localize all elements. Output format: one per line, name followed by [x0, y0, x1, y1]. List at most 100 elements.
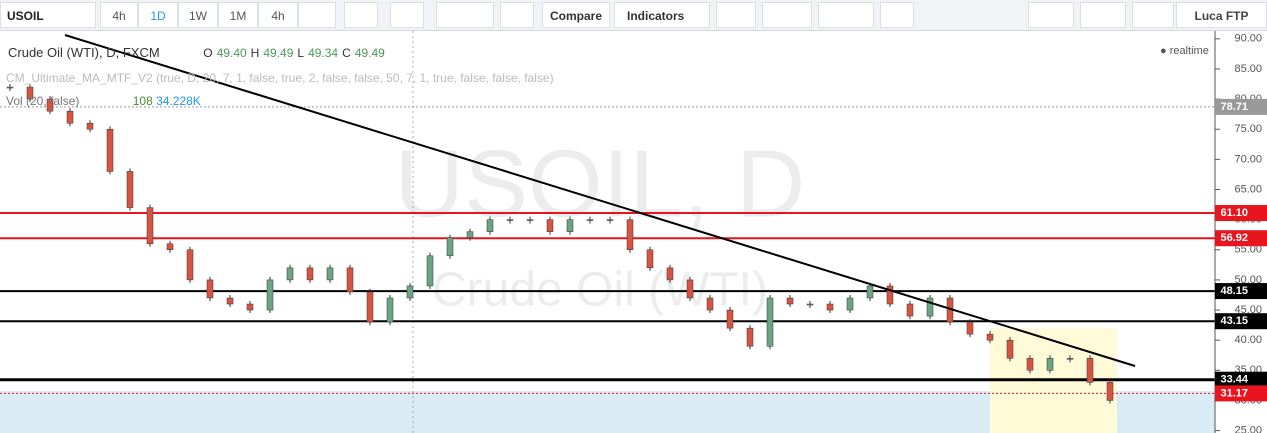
candle	[506, 219, 514, 221]
candle	[926, 297, 934, 317]
interval[interactable]: 1M	[218, 2, 258, 28]
candle	[486, 219, 494, 232]
candle	[726, 309, 734, 329]
ohlc-value: 49.49	[354, 46, 385, 60]
status: ● realtime	[1160, 45, 1209, 57]
user[interactable]: Luca FTP	[1176, 2, 1267, 28]
settings-icon[interactable]	[500, 2, 534, 28]
candle	[866, 285, 874, 299]
level-label-bg	[1215, 205, 1267, 222]
compare[interactable]: Compare	[542, 2, 610, 28]
watermark: USOIL, D	[395, 130, 806, 237]
candle	[1106, 382, 1114, 401]
candle	[346, 267, 354, 293]
candle	[566, 219, 574, 232]
candle	[646, 249, 654, 269]
level-label: 61.10	[1220, 207, 1248, 219]
candle	[666, 267, 674, 281]
undo-redo[interactable]	[818, 2, 874, 28]
y-tick-label: 90.00	[1234, 33, 1262, 45]
candle	[966, 321, 974, 335]
candle	[166, 243, 174, 251]
trendline	[64, 34, 1136, 367]
candle	[586, 219, 594, 221]
alert-icon[interactable]	[716, 2, 756, 28]
candle	[826, 303, 834, 311]
y-tick-label: 25.00	[1234, 424, 1262, 433]
y-tick-label: 45.00	[1234, 304, 1262, 316]
candle	[386, 297, 394, 323]
candle	[626, 219, 634, 251]
interval[interactable]: 1W	[178, 2, 218, 28]
level-label-bg	[1215, 313, 1267, 330]
candle	[1006, 339, 1014, 359]
ohlc-value: 49.34	[308, 46, 339, 60]
candle	[186, 249, 194, 281]
ohlc-value: 49.40	[216, 46, 247, 60]
more[interactable]	[298, 2, 336, 28]
title: Crude Oil (WTI), D, FXCM	[8, 45, 160, 60]
candle	[86, 122, 94, 130]
level-label: 33.44	[1220, 374, 1248, 386]
candle	[806, 303, 814, 306]
candle	[226, 297, 234, 305]
vol-ma: 34.228K	[156, 94, 201, 108]
color-icon[interactable]	[1028, 2, 1074, 28]
indicators[interactable]: Indicators	[614, 2, 710, 28]
candles-icon[interactable]	[344, 2, 378, 28]
candle	[906, 303, 914, 317]
bars-icon[interactable]	[390, 2, 424, 28]
level-label: 56.92	[1220, 232, 1248, 244]
candle	[326, 267, 334, 281]
interval[interactable]: 4h	[100, 2, 138, 28]
candle	[426, 255, 434, 287]
candle	[246, 303, 254, 311]
level-label: 43.15	[1220, 315, 1248, 327]
toolbar: USOIL 4h 1D 1W 1M 4h Compare Indicators …	[0, 0, 1267, 31]
candle	[126, 171, 134, 208]
candle	[46, 98, 54, 112]
ohlc-value: 49.49	[263, 46, 294, 60]
candle	[526, 219, 534, 221]
candle	[206, 279, 214, 299]
interval[interactable]: 4h	[258, 2, 298, 28]
ohlc-key: O	[203, 46, 213, 60]
cloud-up[interactable]	[1132, 2, 1174, 28]
status-text: realtime	[1169, 45, 1209, 57]
level-label: 48.15	[1220, 285, 1248, 297]
candle	[746, 327, 754, 347]
style-icon[interactable]	[436, 2, 494, 28]
y-tick-label: 75.00	[1234, 123, 1262, 135]
candle	[1066, 358, 1074, 360]
vol: Vol (20, false)	[6, 94, 80, 108]
level-label-bg	[1215, 371, 1267, 388]
cloud-down[interactable]	[1080, 2, 1126, 28]
level-label-bg	[1215, 385, 1267, 402]
volume-legend: Vol (20, false) 108 34.228K	[6, 94, 201, 108]
candle	[686, 279, 694, 299]
candle	[706, 297, 714, 311]
candle	[1046, 358, 1054, 371]
vol-value: 108	[132, 94, 153, 108]
ohlc-key: H	[250, 46, 260, 60]
fullscreen-icon[interactable]	[880, 2, 914, 28]
y-tick-label: 50.00	[1234, 274, 1262, 286]
candle	[886, 285, 894, 305]
candle	[406, 285, 414, 299]
ohlc-key: L	[297, 46, 305, 60]
y-tick-label: 65.00	[1234, 183, 1262, 195]
level-label-bg	[1215, 230, 1267, 247]
idea-icon[interactable]	[762, 2, 812, 28]
interval[interactable]: 1D	[138, 2, 178, 28]
candle	[306, 267, 314, 281]
symbol[interactable]: USOIL	[0, 2, 96, 28]
candle	[26, 86, 34, 100]
candle	[66, 110, 74, 124]
y-tick-label: 55.00	[1234, 244, 1262, 256]
candle	[606, 219, 614, 221]
candle	[106, 128, 114, 172]
candle	[986, 333, 994, 341]
y-tick-label: 40.00	[1234, 334, 1262, 346]
candle	[766, 297, 774, 347]
